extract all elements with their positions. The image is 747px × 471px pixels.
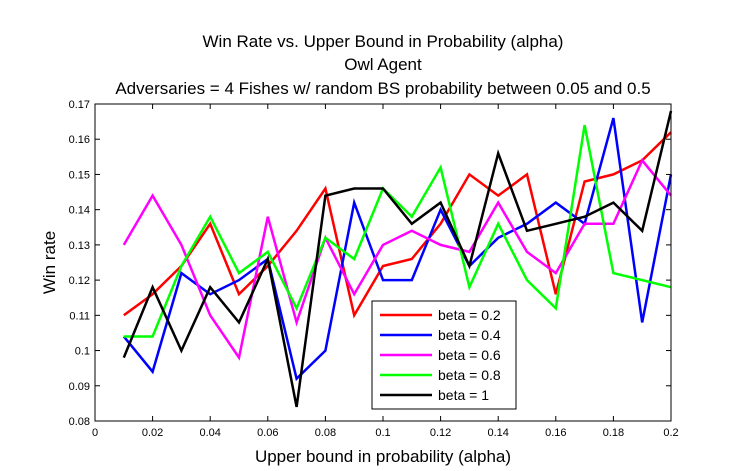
y-tick-label: 0.13 [69,240,90,252]
x-tick-label: 0 [92,427,98,439]
x-tick-label: 0.12 [430,427,451,439]
series-line-5 [122,110,673,408]
legend-entry-4: beta = 0.8 [438,367,501,383]
x-tick-label: 0.08 [315,427,336,439]
chart-title-line-1: Win Rate vs. Upper Bound in Probability … [203,32,564,51]
y-tick-label: 0.14 [69,205,90,217]
chart-title: Win Rate vs. Upper Bound in Probability … [115,32,650,98]
series-line-3 [122,158,672,361]
y-axis: 0.08 0.09 0.1 0.11 0.12 0.13 0.14 0.15 0.16 0.17 [69,99,671,428]
x-tick-label: 0.16 [545,427,566,439]
x-tick-label: 0.2 [663,427,678,439]
legend-entry-1: beta = 0.2 [438,307,501,323]
x-tick-label: 0.02 [142,427,163,439]
y-tick-label: 0.17 [69,99,90,111]
legend-entry-2: beta = 0.4 [438,327,501,343]
y-tick-label: 0.11 [69,310,90,322]
x-axis: 0 0.02 0.04 0.06 0.08 0.1 0.12 0.14 0.16 0.18 0.2 [92,104,679,439]
x-tick-label: 0.1 [375,427,390,439]
legend: beta = 0.2 beta = 0.4 beta = 0.6 beta = 0.8… [371,300,517,410]
chart-title-line-2: Owl Agent [344,55,422,74]
x-tick-label: 0.06 [257,427,278,439]
series-line-4 [123,124,672,338]
y-tick-label: 0.16 [69,134,90,146]
x-axis-label: Upper bound in probability (alpha) [255,447,511,466]
legend-entry-5: beta = 1 [438,387,489,403]
y-tick-label: 0.15 [69,169,90,181]
x-tick-label: 0.04 [199,427,220,439]
series-line-1 [123,131,672,319]
x-tick-label: 0.18 [603,427,624,439]
series-layer [122,110,673,408]
y-tick-label: 0.08 [69,416,90,428]
y-tick-label: 0.09 [69,381,90,393]
x-tick-label: 0.14 [487,427,508,439]
y-tick-label: 0.12 [69,275,90,287]
chart-title-line-3: Adversaries = 4 Fishes w/ random BS prob… [115,79,650,98]
y-axis-label: Win rate [40,231,59,294]
y-tick-label: 0.1 [75,346,90,358]
legend-entry-3: beta = 0.6 [438,347,501,363]
